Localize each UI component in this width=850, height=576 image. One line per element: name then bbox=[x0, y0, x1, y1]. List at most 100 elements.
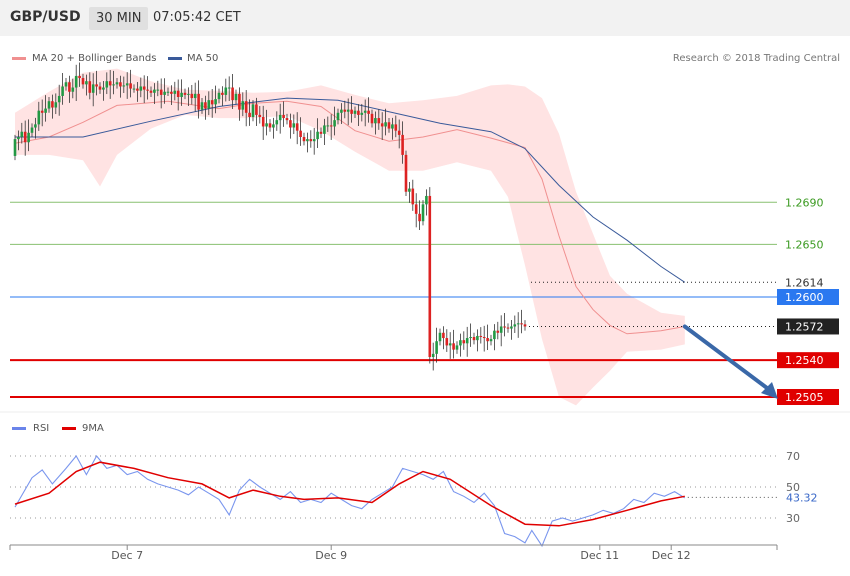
candle-body bbox=[268, 123, 272, 128]
candle-body bbox=[136, 88, 139, 91]
level-label-2: 1.2600 bbox=[785, 291, 824, 304]
ma9-legend-label: 9MA bbox=[82, 423, 104, 434]
level-tag-3 bbox=[777, 352, 839, 369]
candle-body bbox=[68, 82, 71, 92]
candle-body bbox=[221, 92, 224, 95]
candle-body bbox=[37, 110, 41, 125]
rsi-tick-70: 70 bbox=[786, 450, 800, 463]
candle-body bbox=[190, 93, 194, 99]
candle-body bbox=[132, 88, 136, 90]
candle-body bbox=[51, 101, 54, 108]
candle-body bbox=[23, 131, 27, 143]
candle-body bbox=[238, 93, 241, 110]
candle-body bbox=[506, 327, 510, 329]
candle-body bbox=[360, 112, 364, 115]
candle-body bbox=[312, 139, 316, 142]
candle-body bbox=[421, 204, 425, 222]
candle-body bbox=[115, 82, 119, 85]
candle-body bbox=[57, 95, 61, 103]
level-tag-2 bbox=[777, 289, 839, 305]
x-tick-label-2: Dec 11 bbox=[580, 549, 619, 562]
ma20-legend-swatch bbox=[12, 57, 26, 60]
candle-body bbox=[499, 326, 503, 333]
last-price-tag bbox=[777, 318, 839, 335]
level-label-0: 1.2690 bbox=[785, 196, 824, 209]
candle-body bbox=[27, 132, 30, 143]
candle-body bbox=[353, 110, 357, 114]
level-label-1: 1.2650 bbox=[785, 238, 824, 251]
candle-body bbox=[85, 81, 88, 85]
candle-body bbox=[119, 82, 122, 87]
candle-body bbox=[299, 130, 302, 137]
x-tick-label-0: Dec 7 bbox=[111, 549, 143, 562]
candle-body bbox=[275, 120, 279, 125]
price-chart: MA 20 + Bollinger Bands MA 50 Research © 2… bbox=[0, 53, 850, 562]
timeframe-button[interactable]: 30 MIN bbox=[89, 7, 149, 30]
candle-body bbox=[139, 86, 143, 91]
chart-header: GBP/USD 30 MIN 07:05:42 CET bbox=[0, 0, 850, 36]
candle-body bbox=[442, 332, 445, 339]
ma9-legend-swatch bbox=[62, 427, 76, 430]
credit-label: Research © 2018 Trading Central bbox=[673, 53, 840, 64]
candle-body bbox=[384, 122, 387, 127]
candle-body bbox=[472, 337, 476, 341]
candle-body bbox=[316, 131, 319, 140]
candle-body bbox=[289, 120, 292, 128]
candle-body bbox=[350, 109, 353, 114]
candle-body bbox=[391, 124, 394, 129]
candle-body bbox=[30, 127, 34, 133]
candle-body bbox=[207, 100, 211, 109]
candle-body bbox=[227, 87, 231, 89]
candle-body bbox=[54, 102, 58, 108]
candle-body bbox=[217, 92, 221, 100]
candle-body bbox=[302, 137, 306, 142]
candle-body bbox=[462, 340, 466, 344]
candle-body bbox=[142, 86, 146, 90]
candle-body bbox=[159, 89, 163, 95]
level-label-4: 1.2505 bbox=[785, 391, 824, 404]
level-label-3: 1.2540 bbox=[785, 354, 824, 367]
rsi-tick-30: 30 bbox=[786, 512, 800, 525]
candle-body bbox=[91, 84, 95, 93]
ma20-legend-label: MA 20 + Bollinger Bands bbox=[32, 53, 156, 64]
candle-body bbox=[20, 131, 24, 137]
candle-body bbox=[489, 339, 493, 342]
candle-body bbox=[343, 109, 347, 112]
candle-body bbox=[370, 113, 374, 124]
candle-body bbox=[125, 83, 129, 86]
candle-body bbox=[435, 341, 438, 354]
candle-body bbox=[34, 124, 37, 128]
candle-body bbox=[486, 338, 489, 342]
candle-body bbox=[241, 101, 245, 110]
candle-body bbox=[265, 123, 268, 127]
candle-body bbox=[428, 195, 432, 357]
candle-body bbox=[496, 330, 500, 333]
candle-body bbox=[295, 123, 299, 131]
candle-body bbox=[282, 114, 285, 119]
candle-body bbox=[346, 109, 350, 112]
candle-body bbox=[292, 123, 296, 128]
candle-body bbox=[13, 139, 17, 156]
candles-group bbox=[13, 62, 527, 371]
candle-body bbox=[285, 118, 289, 121]
rsi-tick-50: 50 bbox=[786, 481, 800, 494]
candle-body bbox=[251, 104, 255, 117]
candle-body bbox=[204, 102, 207, 109]
candle-body bbox=[156, 89, 160, 91]
candle-body bbox=[306, 139, 309, 142]
candle-body bbox=[520, 323, 523, 325]
rsi-legend-label: RSI bbox=[33, 423, 49, 434]
candle-body bbox=[377, 118, 381, 124]
candle-body bbox=[88, 81, 92, 93]
ma9-line bbox=[14, 461, 685, 527]
candle-body bbox=[513, 324, 517, 327]
candle-body bbox=[469, 337, 472, 339]
candle-body bbox=[187, 93, 190, 95]
ma50-end-label: 1.2614 bbox=[785, 276, 824, 289]
candle-body bbox=[425, 195, 428, 205]
candle-body bbox=[108, 81, 112, 86]
candle-body bbox=[98, 86, 102, 90]
candle-body bbox=[153, 89, 156, 93]
candle-body bbox=[479, 335, 483, 337]
candle-body bbox=[224, 87, 228, 95]
